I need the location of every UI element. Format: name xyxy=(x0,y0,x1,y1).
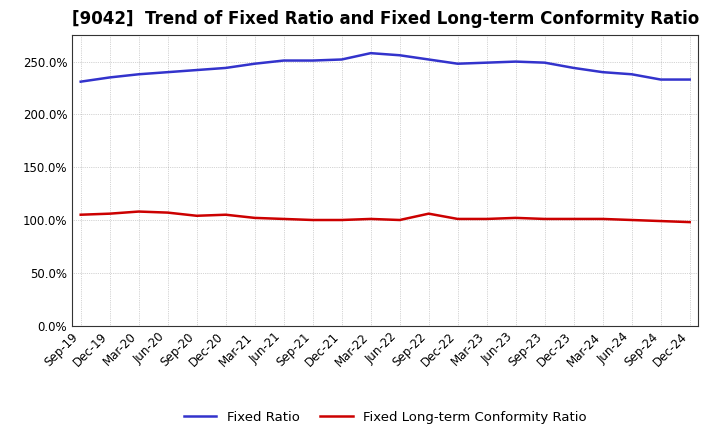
Fixed Long-term Conformity Ratio xyxy=(424,211,433,216)
Fixed Long-term Conformity Ratio xyxy=(192,213,201,218)
Fixed Ratio xyxy=(76,79,85,84)
Fixed Ratio xyxy=(657,77,665,82)
Fixed Long-term Conformity Ratio xyxy=(366,216,375,222)
Line: Fixed Long-term Conformity Ratio: Fixed Long-term Conformity Ratio xyxy=(81,212,690,222)
Fixed Long-term Conformity Ratio xyxy=(482,216,491,222)
Fixed Long-term Conformity Ratio xyxy=(76,212,85,217)
Fixed Ratio xyxy=(338,57,346,62)
Fixed Long-term Conformity Ratio xyxy=(279,216,288,222)
Fixed Long-term Conformity Ratio xyxy=(135,209,143,214)
Fixed Ratio xyxy=(366,51,375,56)
Fixed Long-term Conformity Ratio xyxy=(570,216,578,222)
Fixed Ratio xyxy=(685,77,694,82)
Fixed Long-term Conformity Ratio xyxy=(105,211,114,216)
Fixed Ratio xyxy=(454,61,462,66)
Fixed Ratio xyxy=(511,59,520,64)
Fixed Ratio xyxy=(395,53,404,58)
Fixed Long-term Conformity Ratio xyxy=(308,217,317,223)
Fixed Long-term Conformity Ratio xyxy=(454,216,462,222)
Fixed Long-term Conformity Ratio xyxy=(511,215,520,220)
Fixed Ratio xyxy=(163,70,172,75)
Fixed Ratio xyxy=(105,75,114,80)
Fixed Ratio xyxy=(570,65,578,70)
Fixed Long-term Conformity Ratio xyxy=(338,217,346,223)
Fixed Ratio xyxy=(598,70,607,75)
Fixed Ratio xyxy=(424,57,433,62)
Fixed Long-term Conformity Ratio xyxy=(541,216,549,222)
Title: [9042]  Trend of Fixed Ratio and Fixed Long-term Conformity Ratio: [9042] Trend of Fixed Ratio and Fixed Lo… xyxy=(71,10,699,28)
Fixed Ratio xyxy=(541,60,549,65)
Fixed Ratio xyxy=(627,72,636,77)
Fixed Ratio xyxy=(251,61,259,66)
Fixed Long-term Conformity Ratio xyxy=(221,212,230,217)
Legend: Fixed Ratio, Fixed Long-term Conformity Ratio: Fixed Ratio, Fixed Long-term Conformity … xyxy=(179,406,592,429)
Fixed Long-term Conformity Ratio xyxy=(598,216,607,222)
Fixed Ratio xyxy=(135,72,143,77)
Fixed Long-term Conformity Ratio xyxy=(657,218,665,224)
Fixed Ratio xyxy=(308,58,317,63)
Line: Fixed Ratio: Fixed Ratio xyxy=(81,53,690,82)
Fixed Long-term Conformity Ratio xyxy=(627,217,636,223)
Fixed Long-term Conformity Ratio xyxy=(685,220,694,225)
Fixed Long-term Conformity Ratio xyxy=(395,217,404,223)
Fixed Ratio xyxy=(279,58,288,63)
Fixed Long-term Conformity Ratio xyxy=(251,215,259,220)
Fixed Ratio xyxy=(192,67,201,73)
Fixed Ratio xyxy=(482,60,491,65)
Fixed Ratio xyxy=(221,65,230,70)
Fixed Long-term Conformity Ratio xyxy=(163,210,172,215)
